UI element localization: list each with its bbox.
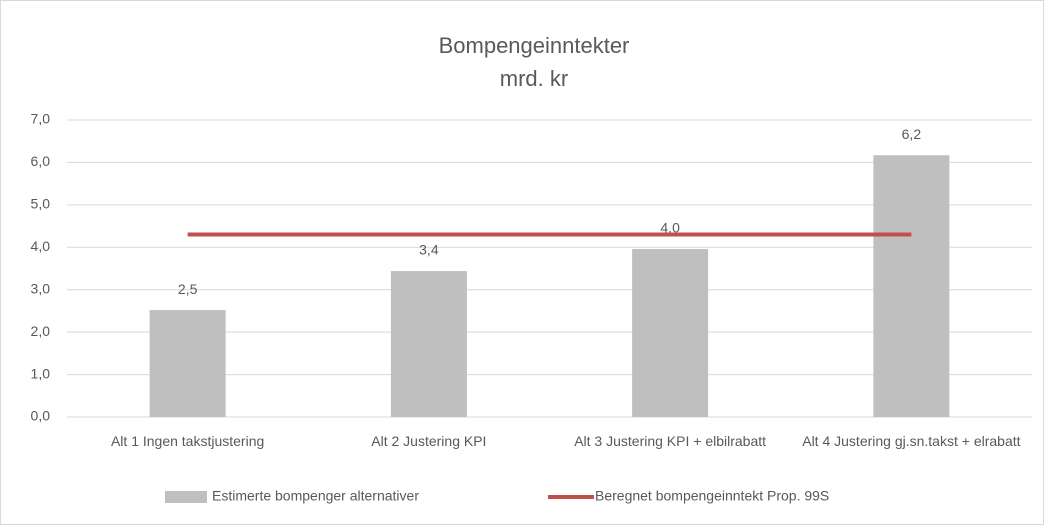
y-tick-label: 2,0 [31, 323, 51, 339]
y-tick-label: 1,0 [31, 365, 51, 381]
x-tick-label: Alt 3 Justering KPI + elbilrabatt [574, 433, 767, 449]
bar [390, 271, 467, 417]
data-label: 3,4 [419, 242, 439, 258]
bar [873, 155, 950, 418]
bar [149, 310, 226, 417]
legend-label: Beregnet bompengeinntekt Prop. 99S [595, 488, 829, 504]
data-label: 4,0 [660, 220, 680, 236]
x-tick-label: Alt 2 Justering KPI [371, 433, 487, 449]
chart-subtitle: mrd. kr [500, 66, 568, 91]
x-tick-label: Alt 1 Ingen takstjustering [110, 433, 265, 449]
y-tick-label: 5,0 [31, 196, 51, 212]
bar [632, 248, 709, 417]
legend-label: Estimerte bompenger alternativer [212, 488, 419, 504]
x-tick-label: Alt 4 Justering gj.sn.takst + elrabatt [802, 433, 1021, 449]
y-tick-label: 0,0 [31, 408, 51, 424]
chart-title: Bompengeinntekter [439, 33, 630, 58]
y-tick-label: 6,0 [31, 153, 51, 169]
legend-swatch [165, 491, 207, 503]
y-tick-label: 3,0 [31, 280, 51, 296]
y-tick-label: 4,0 [31, 238, 51, 254]
y-tick-label: 7,0 [31, 111, 51, 127]
data-label: 6,2 [902, 126, 922, 142]
data-label: 2,5 [178, 281, 198, 297]
